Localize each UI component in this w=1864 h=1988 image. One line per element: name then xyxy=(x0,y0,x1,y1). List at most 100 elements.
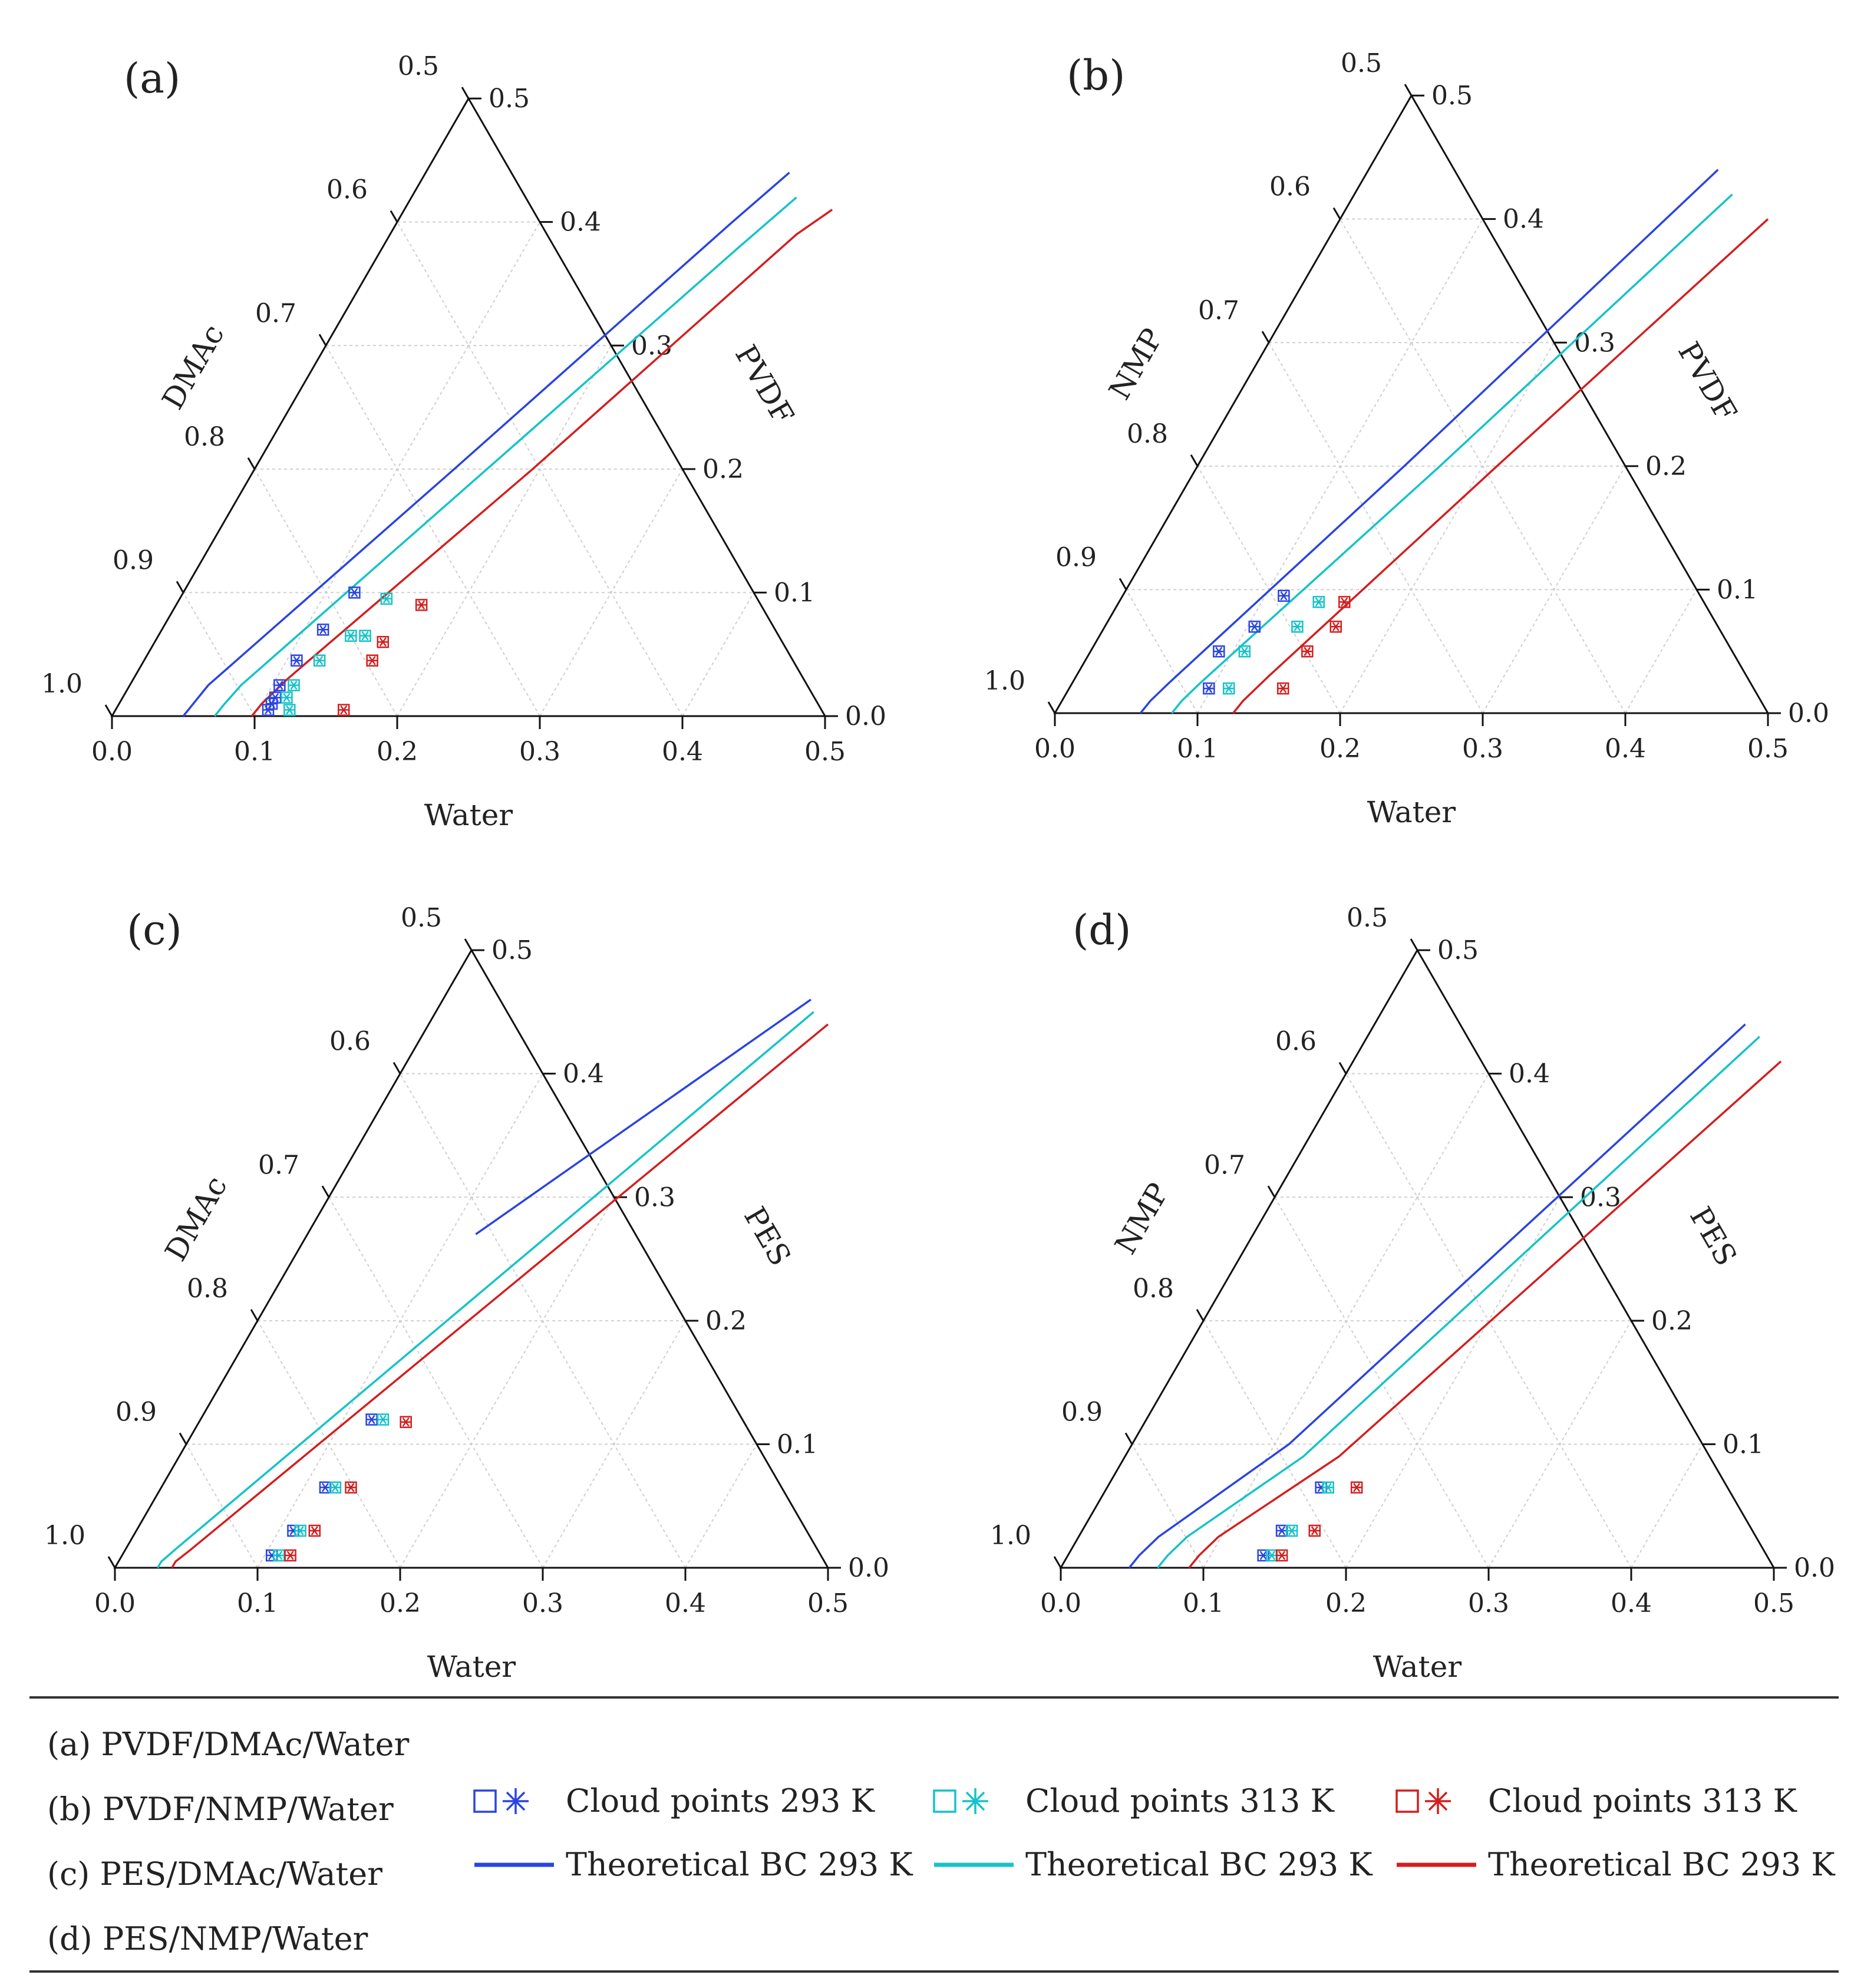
cloud-point-star-stroke xyxy=(1324,1483,1332,1492)
cloud-point xyxy=(262,704,275,716)
right-tick-label: 0.0 xyxy=(1794,1553,1835,1583)
cloud-point xyxy=(1285,1524,1298,1537)
grid-line-water xyxy=(1631,1443,1703,1568)
cloud-point-star-stroke xyxy=(1311,1526,1318,1535)
axis-title-bottom: Water xyxy=(1367,795,1456,829)
legend-system-label: (c) PES/DMAc/Water xyxy=(47,1855,382,1893)
left-tick xyxy=(104,704,113,717)
cloud-point-square xyxy=(313,654,326,667)
cloud-point xyxy=(1350,1481,1363,1494)
cloud-point-star-stroke xyxy=(331,1483,339,1492)
right-tick-label: 0.0 xyxy=(845,701,886,731)
legend-entry-label: Theoretical BC 293 K xyxy=(1025,1846,1373,1883)
grid-line-water xyxy=(682,592,754,717)
bottom-tick-label: 0.0 xyxy=(94,1588,136,1618)
boundary-curve xyxy=(213,196,797,717)
cloud-point xyxy=(1248,621,1261,633)
right-tick-label: 0.4 xyxy=(1509,1059,1550,1089)
left-tick xyxy=(392,1061,401,1074)
cloud-point-square xyxy=(316,624,329,636)
cloud-point-square xyxy=(1322,1481,1334,1494)
legend-entry-label: Cloud points 293 K xyxy=(566,1782,876,1819)
bottom-tick-label: 0.2 xyxy=(1325,1588,1367,1618)
left-tick-label: 0.5 xyxy=(1341,48,1382,78)
cloud-point-star-stroke xyxy=(1288,1526,1296,1535)
cloud-point xyxy=(380,592,393,605)
left-tick xyxy=(1196,1309,1205,1321)
cloud-point-star-stroke xyxy=(1315,597,1322,607)
boundary-curve xyxy=(157,1011,814,1568)
cloud-point-star-stroke xyxy=(361,631,369,641)
grid-line-water xyxy=(1345,1196,1561,1568)
cloud-point-star-stroke xyxy=(1241,647,1248,656)
left-tick-label: 0.9 xyxy=(1061,1397,1103,1427)
cloud-point-square xyxy=(329,1481,342,1494)
bottom-tick-label: 0.2 xyxy=(377,737,418,767)
right-tick-label: 0.0 xyxy=(848,1553,889,1583)
cloud-point xyxy=(269,691,282,704)
cloud-point-square xyxy=(338,704,350,716)
boundary-curve xyxy=(1128,1023,1746,1569)
bottom-tick-label: 0.4 xyxy=(665,1588,706,1618)
cloud-point xyxy=(1312,596,1325,608)
axis-title-left: NMP xyxy=(1103,322,1170,405)
left-tick-label: 0.6 xyxy=(326,175,368,205)
cloud-point-star-stroke xyxy=(351,588,358,598)
legend-star-stroke xyxy=(506,1791,526,1811)
right-tick-label: 0.1 xyxy=(774,578,815,608)
cloud-point-square xyxy=(1275,1549,1288,1562)
bottom-tick-label: 0.2 xyxy=(380,1588,421,1618)
bottom-tick-label: 0.5 xyxy=(804,737,846,767)
cloud-point-star-stroke xyxy=(283,693,291,703)
left-tick-label: 1.0 xyxy=(44,1521,85,1551)
right-tick-label: 0.4 xyxy=(560,207,601,238)
left-tick xyxy=(464,938,473,951)
axis-title-right: PES xyxy=(1683,1201,1743,1271)
left-tick xyxy=(1404,84,1413,96)
grid-line-solvent xyxy=(397,222,683,717)
bottom-tick-label: 0.1 xyxy=(1183,1588,1224,1618)
cloud-point-star-stroke xyxy=(321,1483,329,1492)
cloud-point-star-stroke xyxy=(1278,1551,1286,1560)
cloud-point xyxy=(1275,1524,1288,1537)
cloud-point-square xyxy=(415,599,428,611)
cloud-point xyxy=(1213,645,1225,658)
bottom-tick-label: 0.3 xyxy=(1468,1588,1509,1618)
left-tick xyxy=(390,210,398,223)
left-tick-label: 0.6 xyxy=(329,1027,371,1057)
cloud-point-square xyxy=(262,704,275,716)
cloud-point-square xyxy=(273,1549,285,1562)
bottom-tick-label: 0.4 xyxy=(1611,1588,1652,1618)
cloud-point-star-stroke xyxy=(275,1551,283,1560)
right-tick-label: 0.5 xyxy=(1437,935,1479,965)
cloud-point-star-stroke xyxy=(1251,622,1258,632)
cloud-point-square xyxy=(380,592,393,605)
cloud-point-square xyxy=(345,629,357,642)
cloud-point-square xyxy=(308,1524,321,1537)
grid-line-solvent xyxy=(400,1073,686,1568)
right-tick-label: 0.5 xyxy=(491,935,533,965)
tick-labels: 0.0 0.1 0.2 0.3 0.4 0.50.00.10.20.30.40.51.00… xyxy=(984,48,1829,764)
left-tick-label: 0.8 xyxy=(1127,419,1168,449)
cloud-point-star-stroke xyxy=(286,705,293,715)
legend-entry-label: Cloud points 313 K xyxy=(1025,1782,1335,1819)
tick-marks xyxy=(1053,938,1787,1581)
cloud-point xyxy=(273,679,286,691)
cloud-point-square xyxy=(294,1524,306,1537)
cloud-point-star-stroke xyxy=(1278,1526,1286,1535)
cloud-point xyxy=(1238,645,1251,658)
left-tick xyxy=(1267,1185,1276,1198)
cloud-point-star-stroke xyxy=(316,655,324,665)
grid-line-solvent xyxy=(1203,1320,1347,1568)
cloud-point-star-stroke xyxy=(368,1415,375,1425)
grid-line-solvent xyxy=(325,345,540,717)
cloud-point xyxy=(319,1481,332,1494)
left-tick-label: 0.7 xyxy=(255,298,296,328)
cloud-point-star-stroke xyxy=(1353,1483,1361,1492)
bottom-tick-label: 0.3 xyxy=(522,1588,563,1618)
cloud-point xyxy=(329,1481,342,1494)
tick-labels: 0.0 0.1 0.2 0.3 0.4 0.50.00.10.20.30.40.51.00… xyxy=(41,51,886,767)
cloud-point-star-stroke xyxy=(286,1551,294,1560)
right-tick-label: 0.2 xyxy=(1645,451,1687,482)
cloud-point-star-stroke xyxy=(340,705,348,715)
